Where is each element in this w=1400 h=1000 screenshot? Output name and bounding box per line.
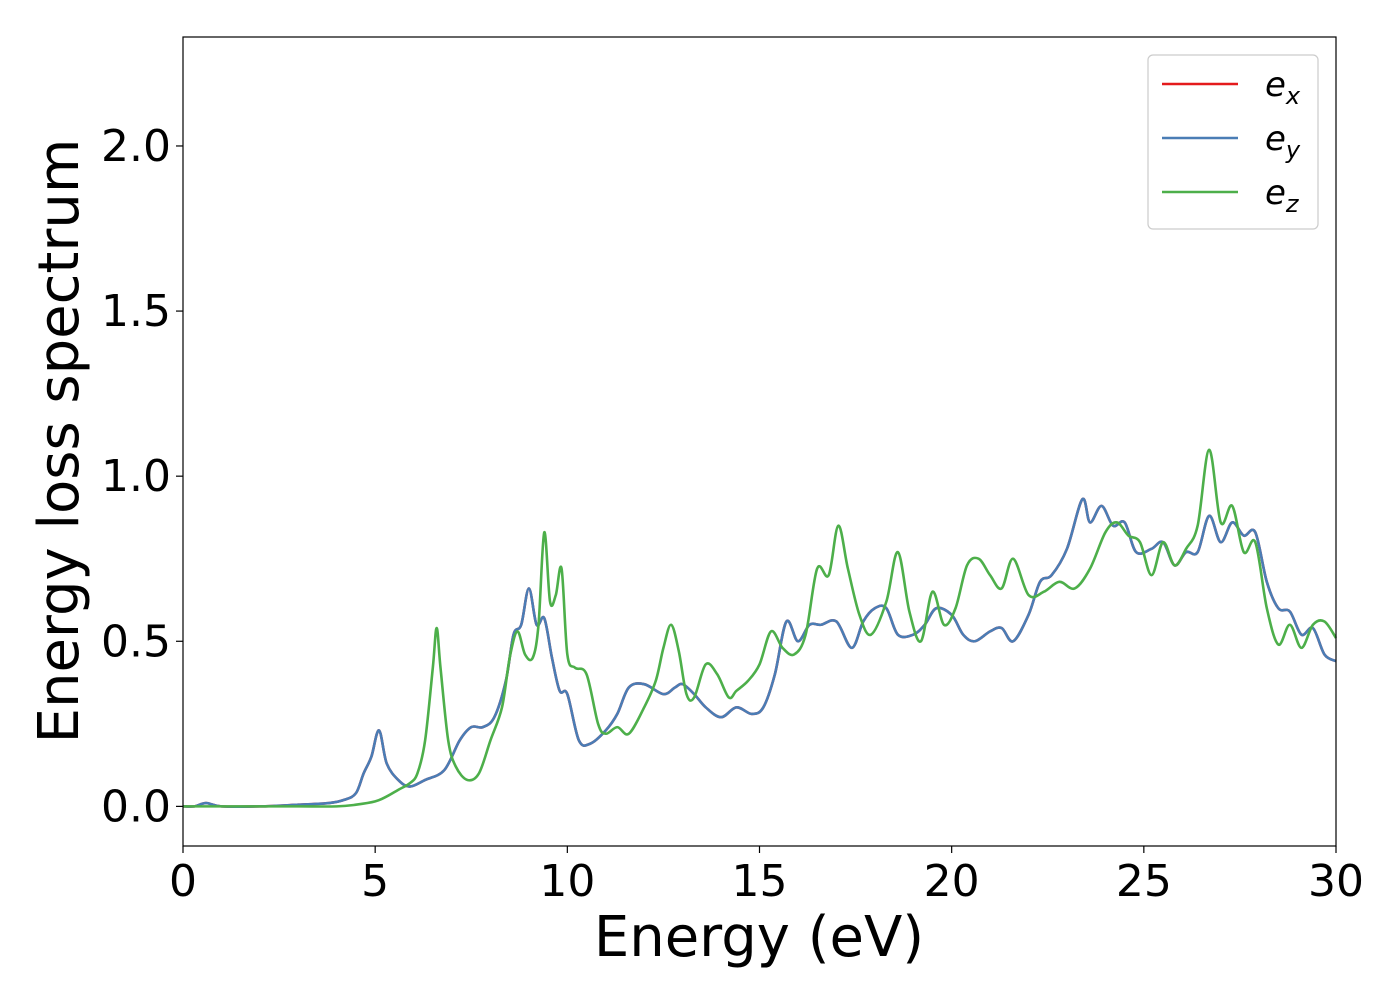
y-axis: 0.0 0.5 1.0 1.5 2.0 <box>101 121 183 832</box>
y-tick-label: 1.5 <box>101 286 171 337</box>
y-axis-label: Energy loss spectrum <box>27 139 92 744</box>
legend-label: ex <box>1265 65 1301 110</box>
y-tick-label: 0.5 <box>101 616 171 667</box>
x-tick-label: 0 <box>169 856 197 907</box>
legend-item-y: ey <box>1162 119 1301 164</box>
x-tick-label: 15 <box>732 856 788 907</box>
legend-item-x: ex <box>1162 65 1301 110</box>
legend-label: ey <box>1265 119 1301 164</box>
x-tick-label: 20 <box>924 856 980 907</box>
x-tick-label: 25 <box>1116 856 1172 907</box>
x-tick-label: 30 <box>1308 856 1364 907</box>
x-tick-label: 10 <box>539 856 595 907</box>
legend-label: ez <box>1265 173 1300 218</box>
series-line-z <box>182 448 1338 808</box>
x-axis-label: Energy (eV) <box>594 905 924 970</box>
y-tick-label: 2.0 <box>101 121 171 172</box>
legend: ex ey ez <box>1147 54 1319 230</box>
legend-box <box>1147 54 1319 230</box>
x-tick-label: 5 <box>361 856 389 907</box>
y-tick-label: 0.0 <box>101 781 171 832</box>
x-axis: 0 5 10 15 20 25 30 <box>169 846 1364 907</box>
y-tick-label: 1.0 <box>101 451 171 502</box>
legend-item-z: ez <box>1162 173 1300 218</box>
series-layer <box>182 448 1338 808</box>
